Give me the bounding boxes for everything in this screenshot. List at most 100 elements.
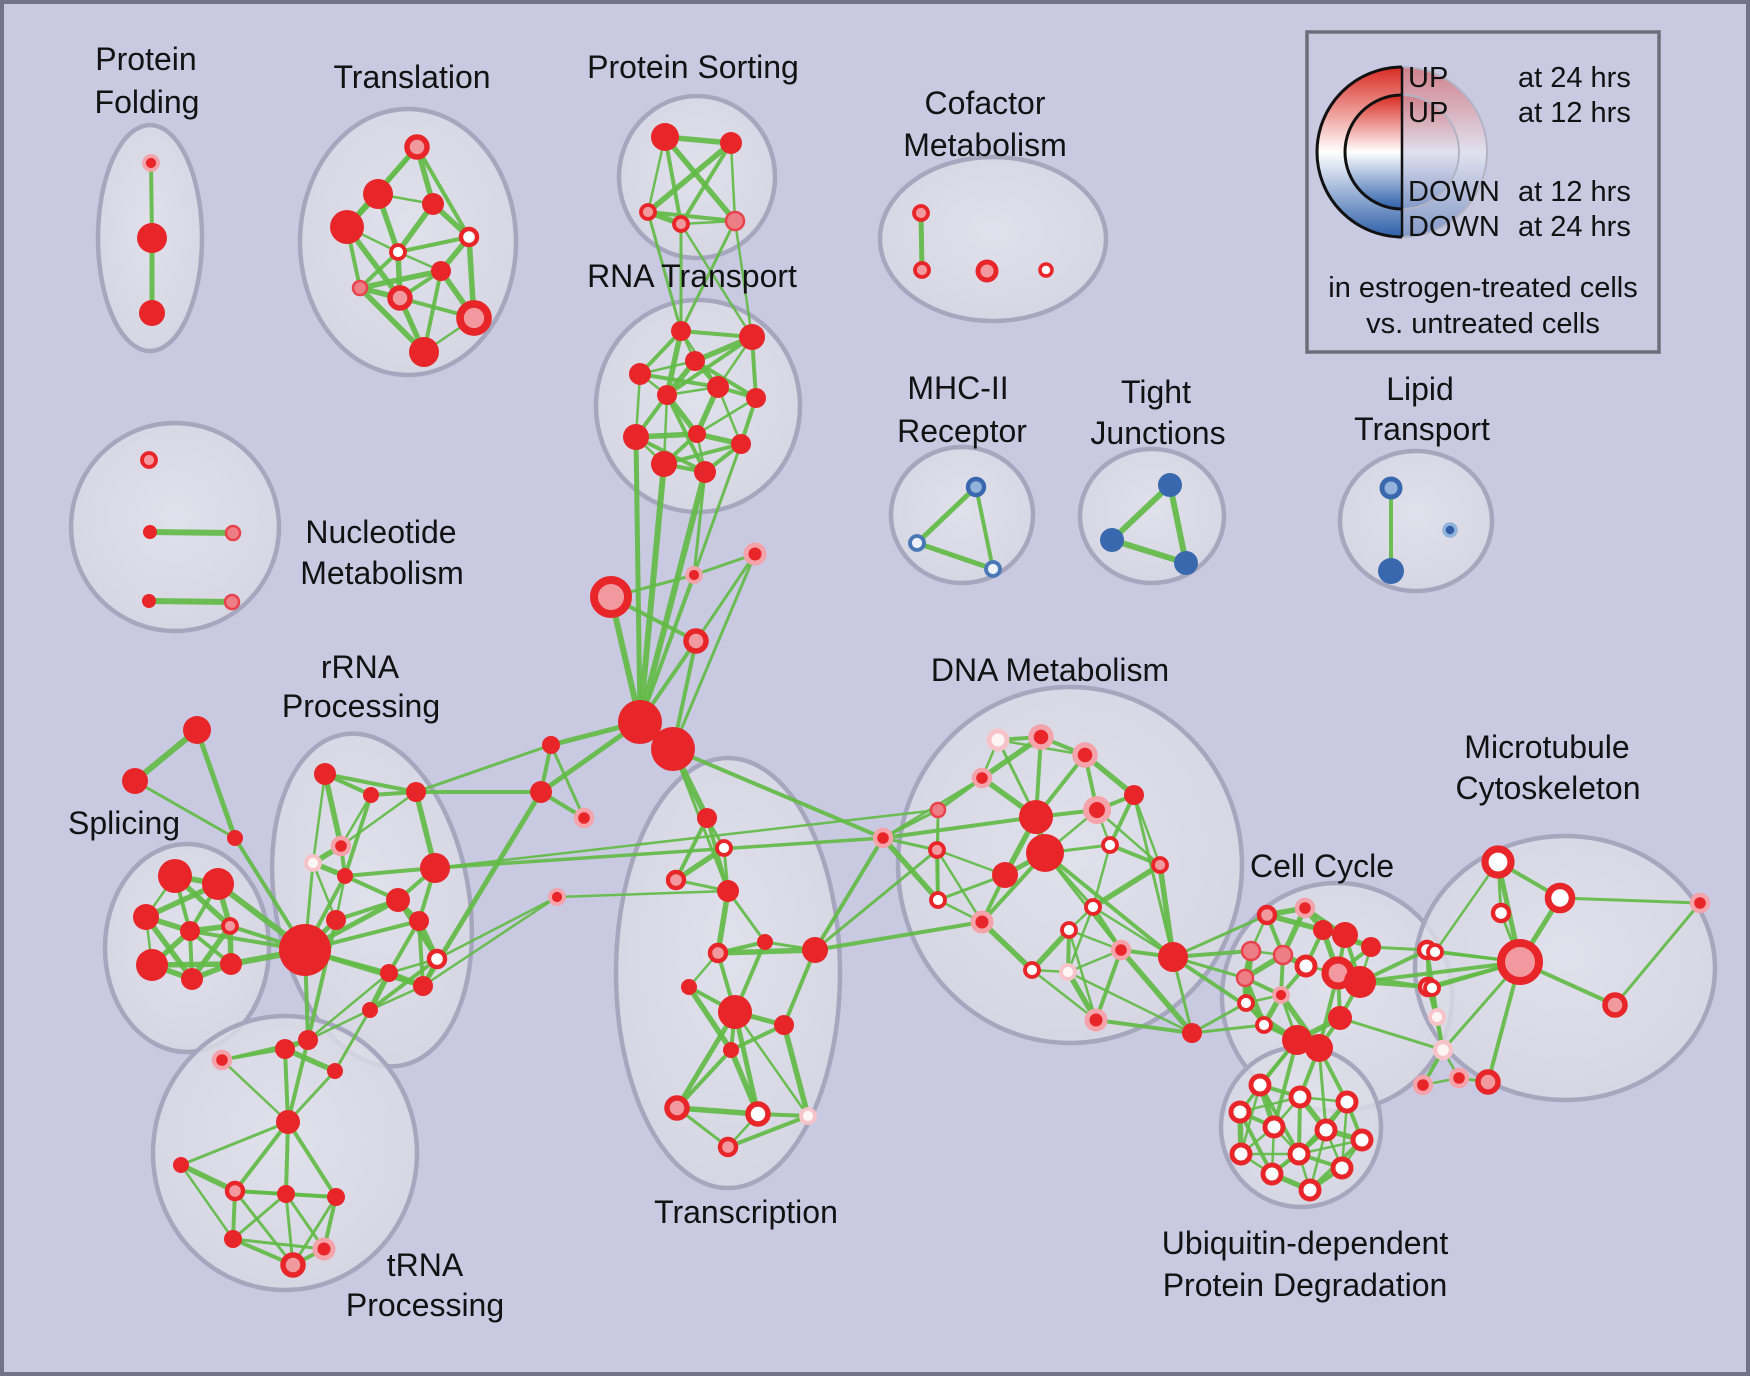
node-ub3: [1335, 1090, 1359, 1114]
node-dn9: [1082, 795, 1112, 825]
cluster-label-ubiquitin: Ubiquitin-dependent: [1162, 1225, 1449, 1261]
cluster-ellipse-nucleotide: [68, 420, 282, 634]
node-ps4: [672, 215, 690, 233]
edge-dn6-tx8: [813, 836, 885, 952]
node-mt3: [1490, 902, 1512, 924]
node-c2: [530, 781, 552, 803]
edge-rt12-rt6: [665, 393, 707, 474]
node-tn4: [276, 1110, 300, 1134]
edge-dn24-dn19: [1094, 948, 1123, 1022]
edge-rr16-rr9: [306, 918, 338, 1042]
node-tj3: [1174, 551, 1198, 575]
edge-tn1-tn4: [220, 1058, 290, 1124]
node-rr2: [363, 787, 379, 803]
cluster-label-protein-folding: Folding: [95, 84, 200, 120]
node-c4: [590, 576, 632, 618]
cluster-label-cell-cycle: Cell Cycle: [1250, 848, 1394, 884]
legend-row-label: UP: [1408, 97, 1448, 129]
node-tj1: [1158, 473, 1182, 497]
cluster-label-ubiquitin: Protein Degradation: [1163, 1267, 1448, 1303]
node-tl11: [409, 337, 439, 367]
edge-dn22-kc15: [1171, 955, 1299, 1042]
edge-tj2-tj3: [1109, 537, 1189, 566]
node-ub7: [1350, 1128, 1374, 1152]
edge-ps4-rt2: [679, 222, 754, 339]
edge-dn16-dn12: [935, 848, 984, 924]
edge-tn7-tn9: [231, 1192, 288, 1241]
edge-cf1-cf2: [918, 210, 925, 273]
edge-rt10-rt11: [662, 442, 743, 466]
node-dn4: [971, 767, 993, 789]
node-tx12: [664, 1095, 690, 1121]
node-c6: [743, 542, 767, 566]
node-mt7: [1602, 992, 1628, 1018]
node-kc8: [1294, 954, 1318, 978]
node-ub2: [1288, 1085, 1312, 1109]
node-dn14: [1151, 856, 1169, 874]
node-dn2: [1028, 724, 1054, 750]
edge-dn20-dn24: [1030, 968, 1098, 1022]
node-dn3: [1072, 742, 1098, 768]
node-rr3: [406, 782, 426, 802]
cluster-label-rna-transport: RNA Transport: [587, 258, 797, 294]
node-kc3: [1313, 920, 1333, 940]
edge-tn4-tn8: [286, 1120, 338, 1199]
edge-dn6-dn15: [880, 835, 941, 903]
edge-tx1-tx3: [674, 816, 709, 882]
edge-dn11-dn14: [1108, 843, 1162, 867]
edge-tn5-tn9: [179, 1163, 235, 1241]
node-mt4: [1426, 943, 1444, 961]
edge-mt2-mt9: [1558, 896, 1702, 905]
node-mt2: [1544, 882, 1576, 914]
node-dn8: [1026, 834, 1064, 872]
node-rt9: [688, 425, 706, 443]
node-tx13: [745, 1101, 771, 1127]
node-tx10: [774, 1015, 794, 1035]
node-tl8: [351, 279, 369, 297]
node-kc7: [1272, 944, 1294, 966]
edge-dn16-dn20: [979, 919, 1035, 973]
node-tn8: [327, 1188, 345, 1206]
node-dn22: [1158, 942, 1188, 972]
node-cf3: [975, 259, 999, 283]
legend-row-label: DOWN: [1408, 176, 1500, 208]
edge-rt2-rt6: [665, 335, 754, 397]
node-m3: [984, 560, 1002, 578]
node-ps1: [651, 123, 679, 151]
edge-c1-rr3: [414, 743, 553, 794]
node-sp6: [136, 949, 168, 981]
edge-tl1-tl5: [415, 145, 471, 239]
edge-rt8-h1: [633, 434, 643, 725]
node-mt8: [1475, 1069, 1501, 1095]
cluster-label-dna: DNA Metabolism: [931, 652, 1169, 688]
edge-rr8-dn5: [433, 808, 940, 870]
node-dn12: [928, 841, 946, 859]
edge-ub1-ub8: [1239, 1083, 1262, 1156]
node-tx4: [717, 880, 739, 902]
node-ub10: [1330, 1156, 1354, 1180]
node-rt6: [657, 385, 677, 405]
edge-dn8-dn22: [1043, 851, 1175, 959]
node-pf2: [137, 223, 167, 253]
edge-dn22-kc1: [1171, 913, 1269, 959]
node-x5: [1412, 1074, 1434, 1096]
edge-kc15-ub4: [1238, 1038, 1299, 1114]
node-tl7: [431, 261, 451, 281]
cluster-ellipse-rna-transport: [593, 297, 803, 515]
edge-dn23-kc14: [1190, 1023, 1266, 1035]
node-sp1: [158, 859, 192, 893]
node-tx8: [802, 937, 828, 963]
edge-mt7-mt9: [1613, 901, 1702, 1007]
node-pf3: [139, 300, 165, 326]
edge-rt10-c5: [692, 442, 743, 577]
node-tn6: [224, 1180, 246, 1202]
node-dn11: [1101, 836, 1119, 854]
edge-ps2-ps5: [729, 141, 737, 223]
edge-rr5-rr9: [311, 861, 338, 922]
node-rr12: [426, 948, 448, 970]
node-cf2: [913, 261, 931, 279]
node-dn5: [929, 801, 947, 819]
node-rr15: [362, 1002, 378, 1018]
